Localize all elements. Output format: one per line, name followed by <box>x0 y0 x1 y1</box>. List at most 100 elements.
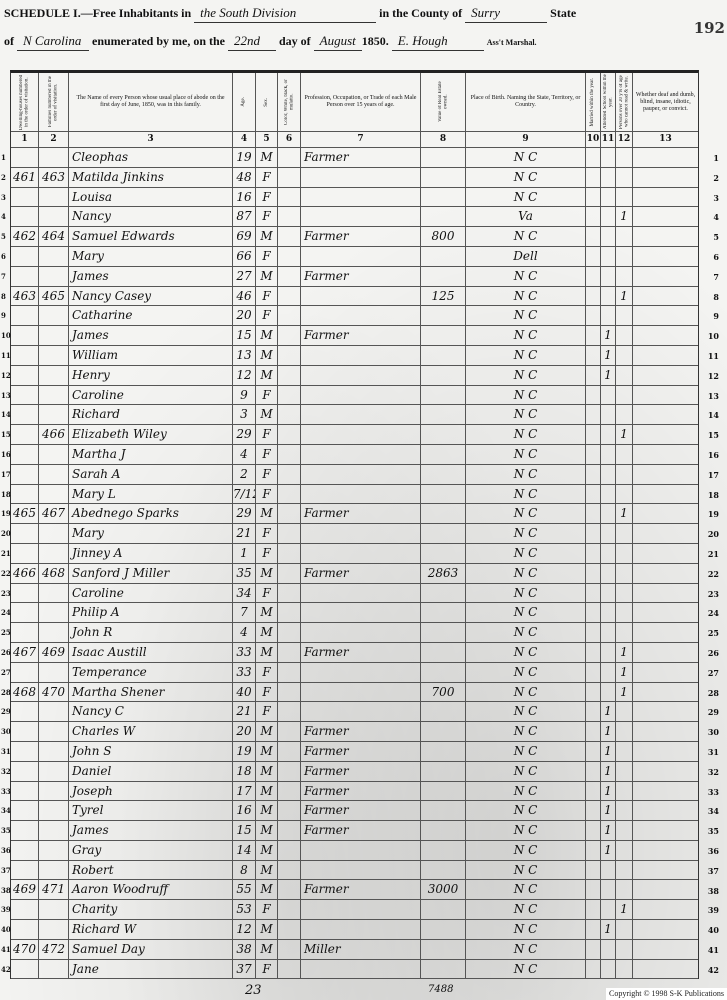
line-number: 38 <box>707 885 719 896</box>
line-number: 27 <box>1 667 11 677</box>
attended-school: 1 <box>601 722 616 741</box>
real-estate-value <box>421 603 466 623</box>
table-body: Cleophas 19 M Farmer N C 461 463 Matilda Jinkin… <box>11 148 698 980</box>
married-within-year <box>586 524 601 543</box>
line-number: 32 <box>707 766 719 777</box>
birthplace: N C <box>466 464 586 484</box>
occupation: Farmer <box>301 266 421 286</box>
line-number: 35 <box>1 826 11 836</box>
column-header-text: Sex. <box>263 97 269 107</box>
occupation <box>301 603 421 623</box>
attended-school <box>601 860 616 880</box>
married-within-year <box>586 781 601 801</box>
occupation <box>301 385 421 405</box>
married-within-year <box>586 207 601 227</box>
line-number: 1 <box>1 153 6 162</box>
married-within-year <box>586 385 601 405</box>
column-header-text: Married within the year. <box>590 77 596 127</box>
table-row: John S 19 M Farmer N C 1 <box>11 741 698 762</box>
color <box>278 623 301 642</box>
attended-school <box>601 959 616 979</box>
birthplace: N C <box>466 405 586 425</box>
married-within-year <box>586 266 601 286</box>
line-number: 10 <box>1 331 11 341</box>
married-within-year <box>586 148 601 167</box>
attended-school <box>601 286 616 306</box>
real-estate-value <box>421 167 466 187</box>
disability <box>633 247 698 266</box>
person-name: Caroline <box>69 583 233 603</box>
married-within-year <box>586 761 601 781</box>
cannot-read-write <box>616 801 633 821</box>
person-name: Nancy Casey <box>69 286 233 306</box>
line-number: 38 <box>1 885 11 895</box>
table-row: James 15 M Farmer N C 1 <box>11 326 698 346</box>
line-number: 37 <box>1 865 11 875</box>
disability <box>633 306 698 325</box>
dwelling-number <box>11 524 39 543</box>
column-header-text: Color, White, black, or mulatto. <box>283 79 295 125</box>
table-row: Mary 21 F N C <box>11 524 698 544</box>
disability <box>633 782 698 801</box>
day-value: 22nd <box>227 32 276 51</box>
married-within-year <box>586 722 601 741</box>
dwelling-number <box>11 444 39 464</box>
dwelling-number: 463 <box>11 286 39 306</box>
occupation <box>301 662 421 682</box>
family-number <box>39 207 69 227</box>
attended-school <box>601 227 616 246</box>
family-number: 463 <box>39 167 69 187</box>
disability <box>633 346 698 365</box>
color <box>278 365 301 385</box>
person-name: Louisa <box>69 187 233 207</box>
sex: F <box>256 702 278 722</box>
sex: F <box>256 167 278 187</box>
birthplace: N C <box>466 286 586 306</box>
real-estate-value <box>421 365 466 385</box>
sex: M <box>256 563 278 583</box>
person-name: Nancy <box>69 207 233 227</box>
attended-school <box>601 524 616 543</box>
disability <box>633 762 698 781</box>
dwelling-number: 462 <box>11 227 39 246</box>
color <box>278 167 301 187</box>
cannot-read-write <box>616 227 633 246</box>
real-estate-value <box>421 623 466 642</box>
dwelling-number <box>11 840 39 860</box>
table-row: Richard W 12 M N C 1 <box>11 920 698 940</box>
line-number: 24 <box>1 608 11 618</box>
cannot-read-write <box>616 583 633 603</box>
column-header-text: Age. <box>241 97 247 107</box>
occupation <box>301 167 421 187</box>
dwelling-number <box>11 900 39 920</box>
cannot-read-write: 1 <box>616 682 633 702</box>
line-number: 23 <box>1 588 11 598</box>
real-estate-value <box>421 207 466 227</box>
attended-school: 1 <box>601 801 616 821</box>
line-number: 17 <box>1 469 11 479</box>
table-row: Gray 14 M N C 1 <box>11 840 698 861</box>
married-within-year <box>586 543 601 563</box>
disability <box>633 168 698 187</box>
color <box>278 801 301 821</box>
color <box>278 148 301 167</box>
attended-school <box>601 504 616 524</box>
dwelling-number <box>11 345 39 365</box>
age: 12 <box>233 920 256 939</box>
age: 40 <box>233 682 256 702</box>
real-estate-value <box>421 900 466 920</box>
married-within-year <box>586 900 601 920</box>
dwelling-number <box>11 385 39 405</box>
line-number: 42 <box>707 964 719 975</box>
line-number: 8 <box>1 291 6 301</box>
dwelling-number <box>11 365 39 385</box>
dwelling-number <box>11 266 39 286</box>
age: 19 <box>233 148 256 167</box>
cannot-read-write <box>616 939 633 959</box>
age: 33 <box>233 642 256 662</box>
cannot-read-write: 1 <box>616 642 633 662</box>
line-number: 8 <box>713 291 719 302</box>
disability <box>633 287 698 306</box>
